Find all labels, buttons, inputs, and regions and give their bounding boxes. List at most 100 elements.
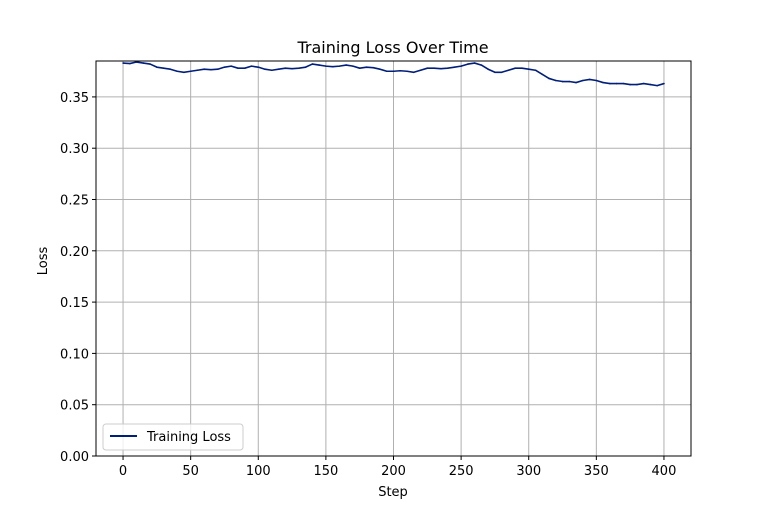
data-point xyxy=(169,68,172,71)
data-point xyxy=(298,67,300,69)
y-axis-title: Loss xyxy=(36,247,51,276)
data-point xyxy=(500,71,503,74)
data-point xyxy=(372,66,375,69)
data-point xyxy=(379,68,381,71)
data-point xyxy=(548,77,550,80)
data-point xyxy=(595,79,598,82)
data-point xyxy=(663,82,665,85)
data-point xyxy=(237,67,239,69)
data-point xyxy=(602,81,604,84)
data-point xyxy=(487,68,489,71)
data-point xyxy=(216,68,219,71)
data-point xyxy=(568,80,571,83)
data-point xyxy=(406,70,408,73)
data-point xyxy=(507,69,510,72)
data-point xyxy=(250,65,253,67)
data-point xyxy=(467,63,469,65)
legend: Training Loss xyxy=(102,423,244,451)
data-point xyxy=(358,67,361,69)
data-point xyxy=(271,69,273,72)
data-point xyxy=(223,66,226,68)
data-point xyxy=(162,67,165,69)
data-point xyxy=(257,66,260,68)
legend-box xyxy=(102,423,244,451)
data-point xyxy=(135,61,138,63)
y-tick-label: 0.10 xyxy=(60,347,89,362)
data-point xyxy=(426,67,429,69)
data-point xyxy=(473,62,476,64)
data-point xyxy=(399,69,402,72)
x-tick-label: 400 xyxy=(652,464,677,479)
data-point xyxy=(656,84,658,87)
data-point xyxy=(561,80,564,83)
data-point xyxy=(129,62,131,65)
series-layer xyxy=(122,61,665,87)
data-point xyxy=(142,62,145,64)
data-point xyxy=(622,82,625,85)
data-point xyxy=(203,68,205,71)
data-point xyxy=(284,67,287,69)
data-point xyxy=(291,67,293,70)
data-point xyxy=(629,83,631,86)
data-point xyxy=(196,69,199,72)
y-tick-label: 0.20 xyxy=(60,245,89,260)
y-tick-label: 0.25 xyxy=(60,194,89,209)
data-point xyxy=(183,71,185,74)
data-point xyxy=(446,67,449,69)
data-point xyxy=(609,82,611,85)
data-point xyxy=(210,68,212,71)
data-point xyxy=(588,78,591,81)
data-point xyxy=(304,66,307,68)
chart-title: Training Loss Over Time xyxy=(296,38,488,57)
data-point xyxy=(575,81,577,84)
x-tick-label: 50 xyxy=(182,464,199,479)
data-point xyxy=(480,64,483,66)
data-point xyxy=(264,68,266,71)
data-point xyxy=(615,82,618,85)
data-point xyxy=(453,66,456,68)
data-point xyxy=(338,65,341,67)
y-tick-label: 0.15 xyxy=(60,296,89,311)
data-point xyxy=(412,71,415,74)
data-point xyxy=(230,65,233,67)
data-point xyxy=(419,69,422,72)
data-point xyxy=(460,65,462,67)
data-point xyxy=(440,67,442,70)
data-point xyxy=(331,65,334,68)
data-point xyxy=(311,63,314,65)
data-point xyxy=(649,83,652,86)
data-point xyxy=(433,67,435,69)
x-tick-label: 0 xyxy=(119,464,127,479)
data-point xyxy=(352,65,354,67)
data-point xyxy=(318,64,320,66)
data-point xyxy=(122,62,124,64)
data-point xyxy=(243,67,246,69)
data-point xyxy=(156,66,158,68)
data-point xyxy=(494,71,496,74)
x-tick-label: 350 xyxy=(584,464,609,479)
data-point xyxy=(277,68,280,71)
x-tick-label: 150 xyxy=(313,464,338,479)
legend-label-training-loss: Training Loss xyxy=(146,430,231,445)
data-point xyxy=(527,68,530,71)
y-tick-label: 0.05 xyxy=(60,399,89,414)
data-point xyxy=(325,65,327,67)
data-point xyxy=(582,79,584,82)
y-tick-label: 0.30 xyxy=(60,142,89,157)
y-tick-label: 0.35 xyxy=(60,91,89,106)
x-tick-label: 100 xyxy=(246,464,271,479)
x-axis-title: Step xyxy=(378,485,408,500)
tick-layer: 0 50 100 150 200 250 300 350 400 0.00 0.05 0.10 0.15… xyxy=(60,91,676,479)
x-tick-label: 250 xyxy=(449,464,474,479)
data-point xyxy=(392,70,395,73)
data-point xyxy=(534,69,537,72)
data-point xyxy=(642,82,645,85)
data-point xyxy=(345,64,347,66)
data-point xyxy=(514,67,516,69)
data-point xyxy=(365,66,368,68)
y-tick-label: 0.00 xyxy=(60,450,89,465)
data-point xyxy=(554,79,557,82)
data-point xyxy=(541,73,544,76)
data-point xyxy=(521,67,523,69)
